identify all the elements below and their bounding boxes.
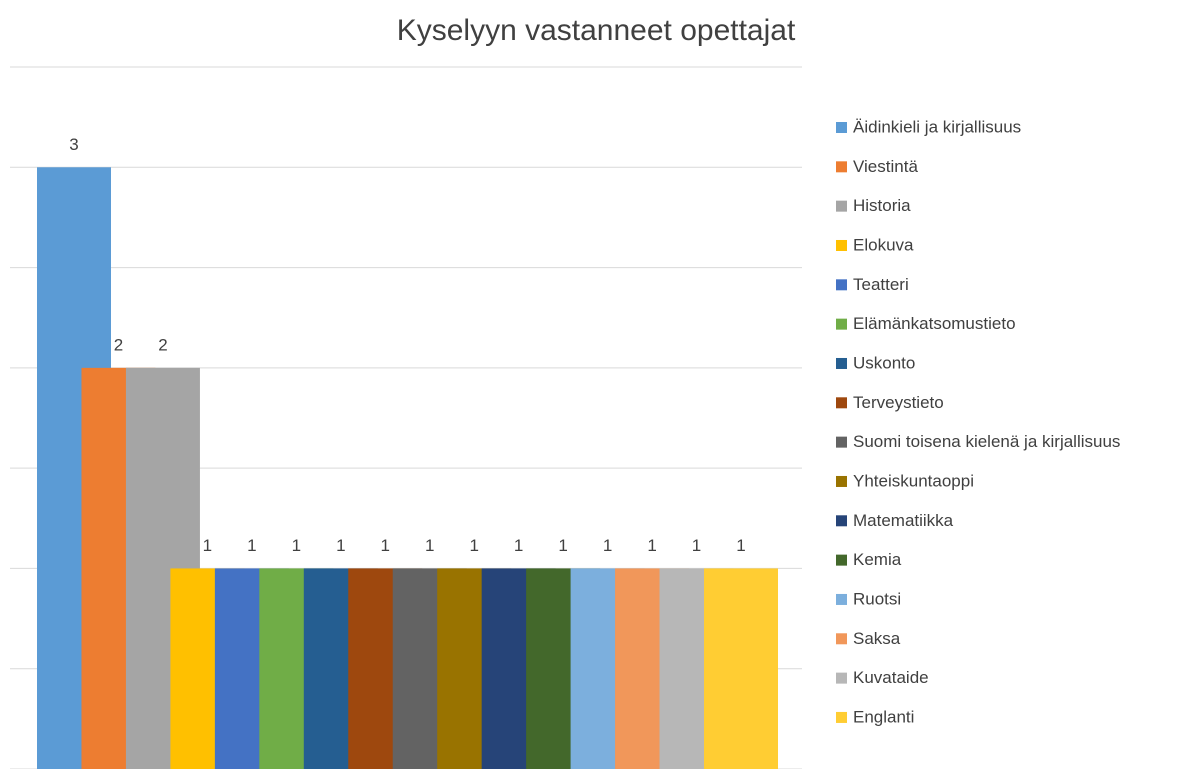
legend-swatch [836, 475, 847, 487]
legend-swatch [836, 318, 847, 330]
legend-swatch [836, 200, 847, 212]
data-label: 1 [381, 536, 390, 555]
legend-label: Saksa [853, 629, 901, 648]
data-label: 1 [336, 536, 345, 555]
legend-swatch [836, 554, 847, 566]
legend-label: Kuvataide [853, 668, 929, 687]
chart-title: Kyselyyn vastanneet opettajat [397, 14, 796, 47]
legend-swatch [836, 711, 847, 723]
legend-label: Uskonto [853, 353, 915, 372]
data-label: 2 [114, 335, 123, 354]
legend-swatch [836, 122, 847, 133]
legend-label: Äidinkieli ja kirjallisuus [853, 117, 1021, 136]
legend-swatch [836, 515, 847, 527]
legend-swatch [836, 161, 847, 173]
legend-swatch [836, 279, 847, 291]
data-label: 1 [603, 536, 612, 555]
legend-label: Yhteiskuntaoppi [853, 471, 974, 490]
legend-label: Viestintä [853, 157, 918, 176]
legend-swatch [836, 633, 847, 645]
legend-label: Matematiikka [853, 511, 954, 530]
legend-label: Elokuva [853, 235, 914, 254]
legend-label: Teatteri [853, 275, 909, 294]
data-label: 1 [558, 536, 567, 555]
legend-label: Terveystieto [853, 393, 944, 412]
data-label: 1 [292, 536, 301, 555]
legend-label: Englanti [853, 707, 914, 726]
data-label: 1 [469, 536, 478, 555]
data-label: 1 [425, 536, 434, 555]
data-label: 1 [514, 536, 523, 555]
bar [704, 568, 778, 769]
legend-label: Ruotsi [853, 589, 901, 608]
data-label: 1 [247, 536, 256, 555]
legend-swatch [836, 397, 847, 409]
legend-swatch [836, 436, 847, 448]
data-label: 1 [647, 536, 656, 555]
legend-swatch [836, 593, 847, 605]
data-label: 1 [203, 536, 212, 555]
data-label: 1 [692, 536, 701, 555]
data-label: 3 [69, 135, 78, 154]
legend-label: Historia [853, 196, 911, 215]
legend-swatch [836, 239, 847, 251]
legend-label: Kemia [853, 550, 902, 569]
legend-label: Suomi toisena kielenä ja kirjallisuus [853, 432, 1120, 451]
legend-label: Elämänkatsomustieto [853, 314, 1016, 333]
legend-swatch [836, 672, 847, 684]
legend-swatch [836, 357, 847, 369]
data-label: 2 [158, 335, 167, 354]
data-label: 1 [736, 536, 745, 555]
